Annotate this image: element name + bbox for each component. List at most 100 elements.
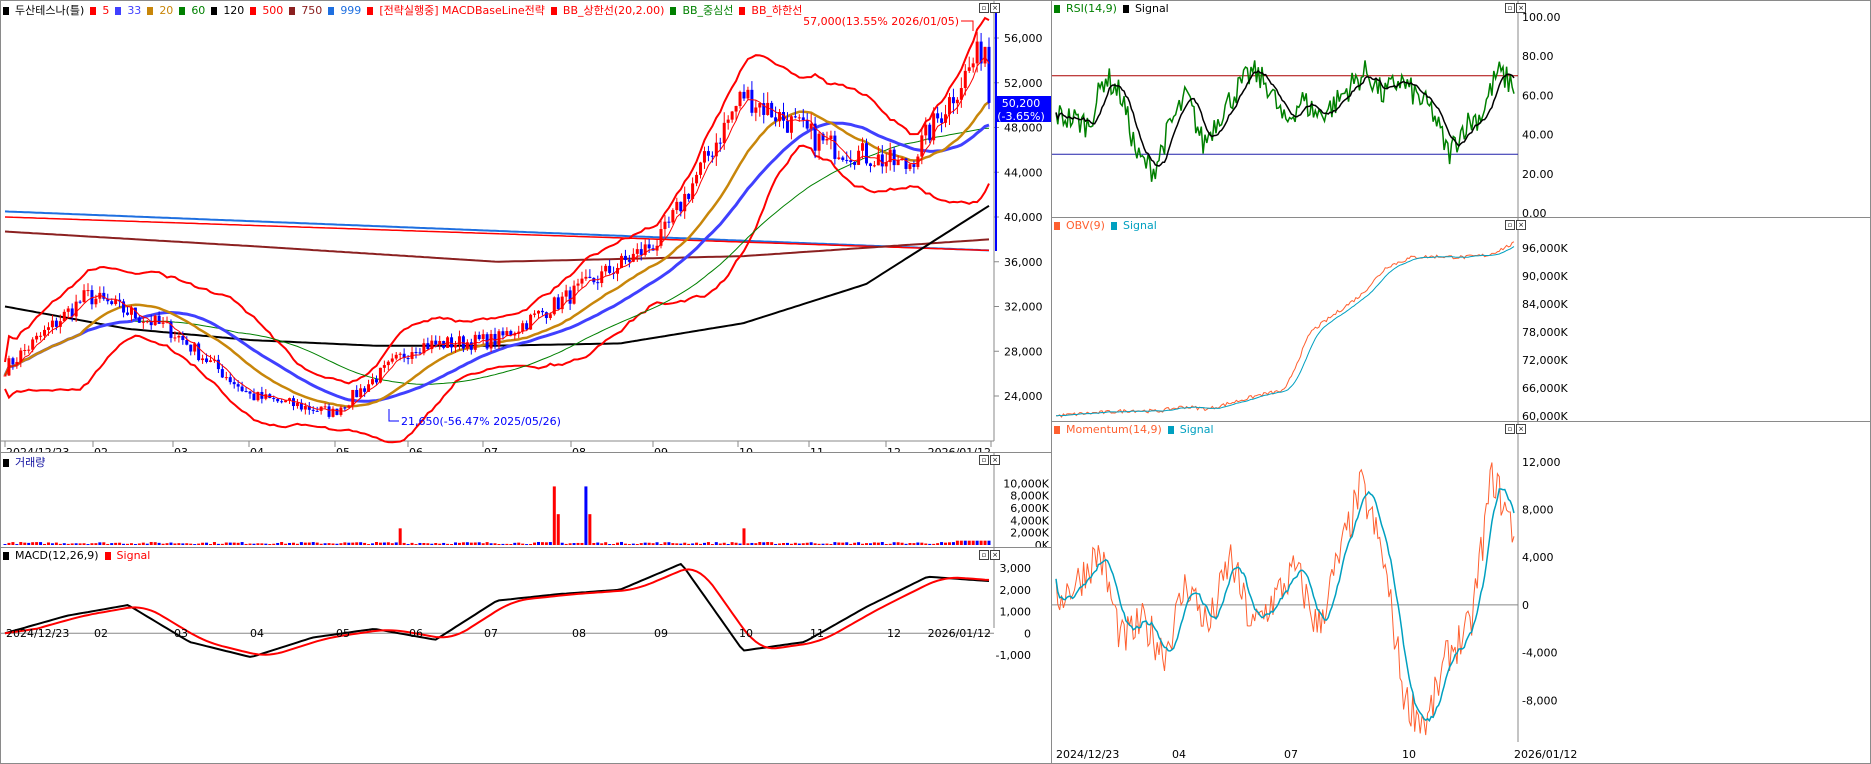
- macd-x-tick-label: 07: [484, 627, 498, 640]
- close-icon[interactable]: ×: [990, 550, 1000, 560]
- candle-body: [220, 369, 224, 378]
- legend-label: [전략실행중] MACDBaseLine전략: [379, 4, 545, 17]
- candle-body: [374, 379, 378, 383]
- candle-body: [19, 350, 23, 362]
- volume-bar: [809, 542, 813, 545]
- price-y-tick-label: 40,000: [1004, 211, 1043, 224]
- candle-body: [525, 323, 529, 330]
- volume-bar: [31, 542, 35, 545]
- legend-swatch: [90, 7, 97, 15]
- volume-bar: [390, 543, 394, 545]
- candle-body: [951, 97, 955, 104]
- rsi-chart[interactable]: 100.00 80.00 60.00 40.00 20.00 0.00: [1052, 1, 1870, 217]
- candle-body: [726, 119, 730, 123]
- current-change-label: (-3.65%): [997, 110, 1045, 123]
- restore-icon[interactable]: ▫: [1505, 424, 1515, 434]
- rsi-title: RSI(14,9): [1066, 2, 1117, 15]
- macd-panel[interactable]: MACD(12,26,9) Signal 3,000 2,000 1,000 0 -1,0…: [0, 547, 1052, 764]
- candle-body: [710, 155, 714, 157]
- candle-body: [762, 103, 766, 115]
- legend-label: 999: [340, 4, 362, 17]
- candle-body: [205, 358, 209, 362]
- candle-body: [940, 118, 944, 123]
- candle-body: [932, 113, 936, 141]
- volume-bar: [762, 542, 766, 545]
- momentum-panel[interactable]: Momentum(14,9) Signal 12,000 8,000 4,000 0 -4…: [1051, 421, 1871, 764]
- volume-bar: [805, 542, 809, 545]
- obv-panel[interactable]: OBV(9) Signal 96,000K 90,000K 84,000K 78,000…: [1051, 217, 1871, 422]
- candle-body: [619, 255, 623, 268]
- volume-bar: [23, 542, 27, 545]
- volume-bar: [529, 543, 533, 545]
- volume-bar: [284, 543, 288, 545]
- volume-bar: [442, 542, 446, 545]
- close-icon[interactable]: ×: [1516, 3, 1526, 13]
- legend-label: 20: [159, 4, 174, 17]
- close-icon[interactable]: ×: [990, 455, 1000, 465]
- volume-bar: [418, 542, 422, 545]
- restore-icon[interactable]: ▫: [1505, 220, 1515, 230]
- legend-item: 20: [147, 4, 173, 17]
- low-annotation: 21,650(-56.47% 2025/05/26): [401, 415, 561, 428]
- candle-body: [702, 151, 706, 163]
- candle-body: [552, 297, 556, 315]
- candle-body: [145, 321, 149, 323]
- momentum-chart[interactable]: 12,000 8,000 4,000 0 -4,000 -8,000 2024/12/23 0…: [1052, 422, 1870, 763]
- volume-bar: [963, 540, 967, 545]
- candle-body: [295, 402, 299, 407]
- volume-bar: [343, 542, 347, 545]
- macd-x-tick-label: 06: [409, 627, 423, 640]
- candle-body: [987, 46, 991, 103]
- close-icon[interactable]: ×: [1516, 424, 1526, 434]
- close-icon[interactable]: ×: [990, 3, 1000, 13]
- price-panel[interactable]: 두산테스나(틀) 5 33 20 60 120 500 750 999 [전략실행중] MACDB…: [0, 0, 1052, 466]
- volume-bar: [730, 542, 734, 545]
- legend-label: 750: [301, 4, 323, 17]
- volume-bar: [742, 528, 746, 545]
- price-chart[interactable]: 56,000 52,000 48,000 44,000 40,000 36,000 32,0…: [1, 1, 1051, 465]
- volume-bar: [683, 542, 687, 545]
- volume-bar: [785, 542, 789, 545]
- volume-bar: [27, 542, 31, 545]
- volume-bar: [86, 544, 90, 545]
- volume-bar: [536, 541, 540, 545]
- momentum-line: [1055, 462, 1515, 736]
- volume-bar: [414, 544, 418, 545]
- volume-bar: [367, 544, 371, 545]
- rsi-panel[interactable]: RSI(14,9) Signal 100.00 80.00 60.00 40.00 20.…: [1051, 0, 1871, 218]
- candle-body: [975, 41, 979, 64]
- price-y-tick-label: 36,000: [1004, 256, 1043, 269]
- candle-body: [505, 331, 509, 336]
- volume-panel[interactable]: 거래량 10,000K 8,000K 6,000K 4,000K 2,000K 0K ▫ …: [0, 452, 1052, 548]
- volume-bar: [161, 543, 165, 545]
- volume-bar: [493, 543, 497, 545]
- candle-body: [299, 402, 303, 410]
- restore-icon[interactable]: ▫: [979, 3, 989, 13]
- candle-body: [114, 299, 118, 305]
- obv-title: OBV(9): [1066, 219, 1105, 232]
- candle-body: [797, 117, 801, 119]
- candle-body: [758, 103, 762, 108]
- restore-icon[interactable]: ▫: [1505, 3, 1515, 13]
- volume-bar: [323, 543, 327, 545]
- volume-bar: [924, 543, 928, 545]
- volume-bar: [106, 543, 110, 545]
- volume-bar: [888, 543, 892, 545]
- candle-body: [23, 349, 27, 351]
- volume-bar: [371, 543, 375, 545]
- volume-bar: [114, 542, 118, 545]
- restore-icon[interactable]: ▫: [979, 550, 989, 560]
- restore-icon[interactable]: ▫: [979, 455, 989, 465]
- volume-bar: [70, 543, 74, 545]
- volume-bar: [706, 542, 710, 545]
- candle-body: [54, 320, 58, 327]
- obv-chart[interactable]: 96,000K 90,000K 84,000K 78,000K 72,000K 66,00…: [1052, 218, 1870, 421]
- candle-body: [426, 343, 430, 350]
- volume-bar: [584, 486, 588, 545]
- close-icon[interactable]: ×: [1516, 220, 1526, 230]
- volume-bar: [477, 542, 481, 545]
- macd-chart[interactable]: 3,000 2,000 1,000 0 -1,000 2024/12/23 02 03 04 05…: [1, 548, 1051, 763]
- candle-body: [422, 343, 426, 354]
- obv-y-tick-label: 66,000K: [1522, 382, 1568, 395]
